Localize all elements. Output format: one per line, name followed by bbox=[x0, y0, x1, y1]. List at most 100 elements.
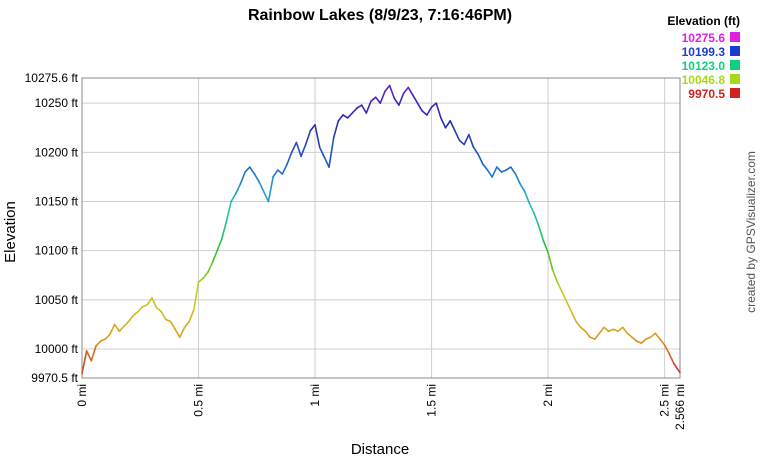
x-tick-label: 2.5 mi bbox=[658, 384, 672, 417]
credit-text: created by GPSVisualizer.com bbox=[744, 151, 758, 313]
elevation-segment bbox=[640, 338, 647, 344]
elevation-segment bbox=[300, 143, 307, 158]
y-axis-label: Elevation bbox=[2, 201, 19, 263]
elevation-segment bbox=[407, 86, 414, 97]
elevation-segment bbox=[384, 84, 391, 93]
legend-value: 10046.8 bbox=[682, 73, 726, 87]
elevation-segment bbox=[118, 325, 125, 333]
elevation-segment bbox=[663, 344, 671, 355]
legend-title: Elevation (ft) bbox=[667, 14, 740, 28]
elevation-segment bbox=[151, 297, 158, 309]
elevation-segment bbox=[593, 332, 601, 340]
elevation-segment bbox=[584, 330, 591, 338]
elevation-segment bbox=[668, 353, 675, 365]
elevation-segment bbox=[402, 86, 410, 95]
elevation-segment bbox=[211, 249, 218, 264]
elevation-segment bbox=[514, 173, 521, 185]
legend-swatch bbox=[730, 46, 740, 56]
x-tick-label: 0.5 mi bbox=[192, 384, 206, 417]
elevation-segment bbox=[551, 269, 559, 283]
elevation-segment bbox=[673, 362, 681, 374]
elevation-segment bbox=[179, 326, 186, 338]
elevation-segment bbox=[519, 183, 526, 193]
chart-title: Rainbow Lakes (8/9/23, 7:16:46PM) bbox=[248, 7, 512, 24]
elevation-segment bbox=[449, 120, 456, 132]
elevation-segment bbox=[435, 102, 442, 119]
y-tick-label: 9970.5 ft bbox=[31, 371, 78, 385]
elevation-segment bbox=[477, 153, 484, 165]
elevation-segment bbox=[635, 340, 643, 344]
elevation-segment bbox=[370, 96, 377, 103]
elevation-segment bbox=[244, 166, 251, 173]
x-axis-label: Distance bbox=[351, 441, 409, 458]
elevation-segment bbox=[496, 166, 503, 173]
elevation-segment bbox=[356, 104, 363, 109]
elevation-segment bbox=[468, 133, 475, 149]
elevation-segment bbox=[393, 97, 400, 106]
legend-swatch bbox=[730, 88, 740, 98]
elevation-segment bbox=[207, 261, 214, 274]
elevation-segment bbox=[272, 169, 279, 178]
elevation-segment bbox=[314, 124, 321, 149]
elevation-segment bbox=[565, 300, 573, 313]
x-tick-labels: 0 mi 0.5 mi 1 mi 1.5 mi 2 mi 2.5 mi 2.566 mi bbox=[75, 384, 687, 430]
x-tick-label: 2 mi bbox=[541, 384, 555, 407]
elevation-segment bbox=[248, 166, 256, 175]
elevation-segment bbox=[95, 340, 102, 347]
elevation-segment bbox=[216, 238, 223, 252]
elevation-segment bbox=[528, 202, 535, 215]
elevation-segment bbox=[225, 200, 232, 222]
elevation-segment bbox=[589, 336, 596, 340]
elevation-segment bbox=[267, 176, 274, 203]
elevation-segment bbox=[113, 323, 121, 333]
elevation-segment bbox=[365, 100, 372, 114]
elevation-segment bbox=[141, 303, 149, 308]
elevation-segment bbox=[132, 310, 139, 317]
legend-swatch bbox=[730, 60, 740, 70]
elevation-segment bbox=[90, 345, 97, 362]
elevation-segment bbox=[482, 163, 489, 171]
elevation-segment bbox=[85, 350, 93, 362]
elevation-segment bbox=[463, 133, 470, 146]
elevation-segment bbox=[416, 102, 424, 112]
elevation-segment bbox=[659, 338, 666, 346]
elevation-segment bbox=[155, 306, 163, 313]
elevation-segment bbox=[253, 173, 260, 183]
legend-value: 10199.3 bbox=[682, 45, 726, 59]
elevation-segment bbox=[626, 332, 633, 338]
elevation-segment bbox=[645, 336, 652, 340]
elevation-segment bbox=[104, 333, 111, 340]
elevation-segment bbox=[500, 169, 507, 173]
elevation-segment bbox=[309, 124, 316, 132]
elevation-segment bbox=[99, 338, 107, 342]
elevation-segment bbox=[542, 240, 549, 254]
elevation-segment bbox=[374, 96, 382, 104]
y-tick-label: 10000 ft bbox=[35, 342, 79, 356]
elevation-segment bbox=[276, 169, 284, 175]
elevation-segment bbox=[579, 326, 587, 333]
elevation-segment bbox=[342, 114, 349, 119]
elevation-segment bbox=[444, 120, 452, 129]
elevation-segment bbox=[631, 336, 638, 342]
legend-swatch bbox=[730, 32, 740, 42]
plot-frame bbox=[81, 77, 681, 379]
elevation-segment bbox=[262, 190, 270, 203]
elevation-segment bbox=[318, 146, 326, 159]
elevation-segment bbox=[505, 166, 512, 171]
elevation-segment bbox=[230, 192, 237, 203]
elevation-segment bbox=[523, 190, 531, 205]
elevation-segment bbox=[570, 310, 577, 323]
elevation-segment bbox=[458, 139, 465, 146]
y-tick-label: 10100 ft bbox=[35, 244, 79, 258]
elevation-segment bbox=[258, 181, 265, 193]
elevation-segment bbox=[239, 171, 246, 185]
elevation-segment bbox=[547, 251, 554, 272]
elevation-segment bbox=[235, 183, 242, 195]
legend: Elevation (ft) 10275.610199.310123.01004… bbox=[667, 14, 740, 101]
elevation-segment bbox=[360, 104, 368, 114]
elevation-segment bbox=[169, 320, 177, 331]
elevation-segment bbox=[174, 328, 181, 338]
legend-value: 9970.5 bbox=[688, 87, 725, 101]
elevation-segment bbox=[491, 166, 498, 178]
elevation-segment bbox=[290, 141, 298, 154]
